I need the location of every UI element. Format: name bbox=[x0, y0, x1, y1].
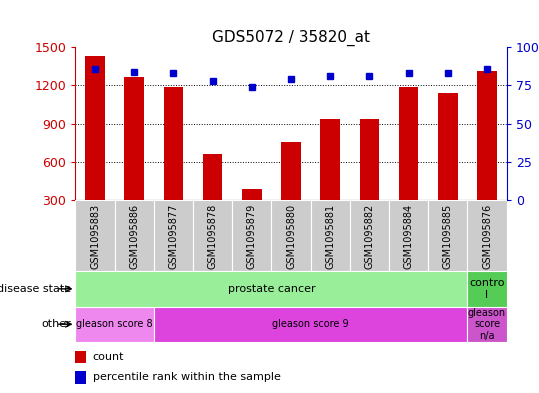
Bar bbox=[389, 200, 429, 271]
Bar bbox=[467, 307, 507, 342]
Bar bbox=[272, 200, 310, 271]
Text: gleason score 8: gleason score 8 bbox=[77, 319, 153, 329]
Bar bbox=[281, 141, 301, 200]
Bar bbox=[115, 200, 154, 271]
Bar bbox=[154, 307, 467, 342]
Bar bbox=[438, 93, 458, 200]
Text: GSM1095886: GSM1095886 bbox=[129, 204, 139, 269]
Bar bbox=[75, 371, 86, 384]
Bar bbox=[467, 271, 507, 307]
Bar bbox=[75, 200, 115, 271]
Bar bbox=[164, 87, 183, 200]
Bar bbox=[75, 307, 154, 342]
Text: contro
l: contro l bbox=[469, 278, 505, 299]
Text: GSM1095876: GSM1095876 bbox=[482, 204, 492, 269]
Title: GDS5072 / 35820_at: GDS5072 / 35820_at bbox=[212, 29, 370, 46]
Text: GSM1095879: GSM1095879 bbox=[247, 204, 257, 269]
Bar bbox=[154, 200, 193, 271]
Text: GSM1095880: GSM1095880 bbox=[286, 204, 296, 269]
Bar bbox=[321, 119, 340, 200]
Bar bbox=[350, 200, 389, 271]
Text: GSM1095878: GSM1095878 bbox=[208, 204, 218, 269]
Text: prostate cancer: prostate cancer bbox=[227, 284, 315, 294]
Bar bbox=[477, 72, 497, 200]
Bar bbox=[360, 119, 379, 200]
Bar bbox=[232, 200, 272, 271]
Bar bbox=[399, 87, 418, 200]
Bar bbox=[193, 200, 232, 271]
Text: gleason
score
n/a: gleason score n/a bbox=[468, 308, 506, 341]
Bar bbox=[310, 200, 350, 271]
Text: gleason score 9: gleason score 9 bbox=[272, 319, 349, 329]
Text: disease state: disease state bbox=[0, 284, 72, 294]
Bar bbox=[75, 351, 86, 364]
Text: GSM1095881: GSM1095881 bbox=[325, 204, 335, 269]
Text: GSM1095885: GSM1095885 bbox=[443, 204, 453, 269]
Text: percentile rank within the sample: percentile rank within the sample bbox=[93, 373, 281, 382]
Bar bbox=[429, 200, 467, 271]
Text: GSM1095883: GSM1095883 bbox=[90, 204, 100, 269]
Text: count: count bbox=[93, 352, 124, 362]
Text: GSM1095882: GSM1095882 bbox=[364, 204, 375, 269]
Bar bbox=[203, 154, 223, 200]
Bar bbox=[125, 77, 144, 200]
Text: other: other bbox=[42, 319, 72, 329]
Text: GSM1095884: GSM1095884 bbox=[404, 204, 413, 269]
Bar bbox=[85, 56, 105, 200]
Bar bbox=[467, 200, 507, 271]
Text: GSM1095877: GSM1095877 bbox=[169, 204, 178, 269]
Bar bbox=[242, 189, 261, 200]
